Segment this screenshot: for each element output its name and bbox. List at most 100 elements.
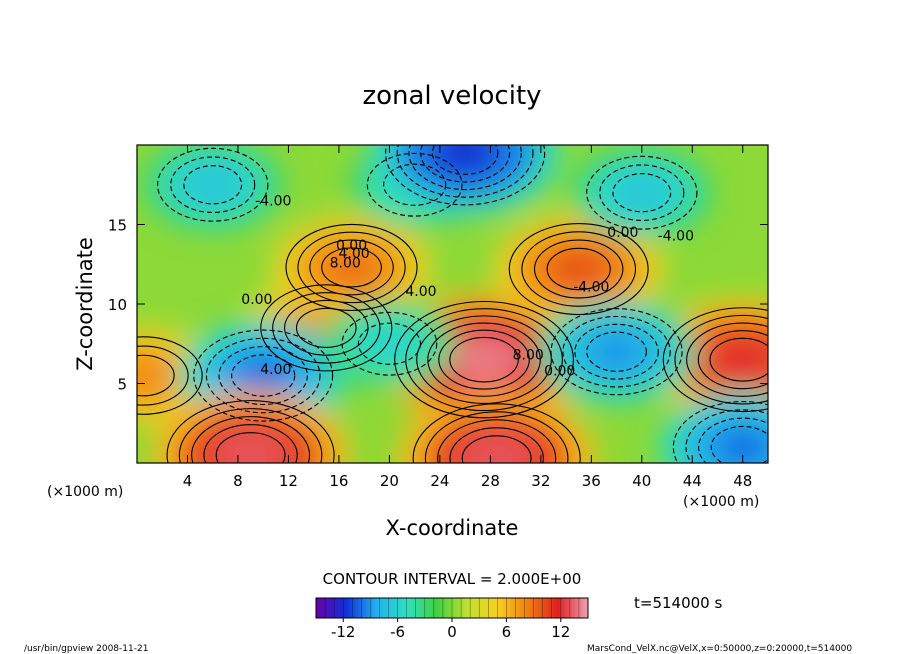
contour-ring xyxy=(599,164,685,221)
contour-ring xyxy=(672,401,768,463)
feature-core xyxy=(231,354,295,397)
contour-ring xyxy=(183,165,243,205)
feature-core xyxy=(445,334,523,385)
x-tick-label: 36 xyxy=(582,472,601,490)
y-tick-label: 10 xyxy=(108,296,127,314)
x-tick-label: 48 xyxy=(733,472,752,490)
contour-ring xyxy=(137,354,175,397)
y-axis-ticks: 5 10 15 xyxy=(108,217,768,394)
feature-core xyxy=(321,247,382,287)
contour-ring xyxy=(674,314,768,405)
contour-ring xyxy=(272,292,381,364)
x-tick-label: 44 xyxy=(683,472,702,490)
contour-ring xyxy=(137,345,189,406)
contour-label: 4.00 xyxy=(405,284,436,300)
chart-title: zonal velocity xyxy=(362,81,541,111)
x-tick-label: 40 xyxy=(632,472,651,490)
contour-ring xyxy=(396,145,534,198)
x-tick-label: 28 xyxy=(481,472,500,490)
contour-ring xyxy=(562,315,671,388)
contour-ring xyxy=(412,403,581,463)
contour-ring xyxy=(157,147,269,222)
contour-label: -4.00 xyxy=(255,193,291,209)
x-tick-label: 8 xyxy=(233,472,243,490)
contour-ring xyxy=(385,145,546,206)
feature-core xyxy=(364,327,414,360)
contour-ring xyxy=(231,354,296,397)
time-label: t=514000 s xyxy=(634,594,722,612)
contour-ring xyxy=(709,337,768,382)
contour-ring xyxy=(612,173,672,213)
contour-label: -4.00 xyxy=(573,279,609,295)
contour-ring xyxy=(297,231,406,304)
y-tick-label: 15 xyxy=(108,217,127,235)
feature-core xyxy=(213,431,288,463)
contour-ring xyxy=(170,156,256,214)
feature-core xyxy=(186,167,239,203)
x-axis-unit-left: (×1000 m) xyxy=(47,484,123,500)
contour-ring xyxy=(383,163,447,206)
contour-ring xyxy=(449,336,519,383)
x-axis-unit-right: (×1000 m) xyxy=(683,494,759,510)
contour-ring xyxy=(686,322,768,397)
contour-ring xyxy=(341,311,438,376)
contour-ring xyxy=(260,284,393,372)
colorbar-tick-label: -12 xyxy=(331,623,356,641)
contour-ring xyxy=(394,300,574,419)
contour-ring xyxy=(295,307,357,348)
contour-ring xyxy=(438,329,530,390)
contour-ring xyxy=(437,419,557,463)
x-axis-label: X-coordinate xyxy=(386,516,519,540)
contour-label: 0.00 xyxy=(241,292,272,308)
contour-label: 4.00 xyxy=(338,246,369,262)
contour-ring xyxy=(405,308,563,412)
feature-core xyxy=(459,434,534,463)
contour-lines xyxy=(137,145,768,463)
contour-ring xyxy=(424,411,569,463)
colorbar-tick-label: 6 xyxy=(502,623,512,641)
x-tick-label: 12 xyxy=(279,472,298,490)
contour-label: 0.00 xyxy=(336,238,367,254)
feature-core xyxy=(547,248,611,290)
colorbar-tick-label: 12 xyxy=(551,623,570,641)
footer-source: MarsCond_VelX.nc@VelX,x=0:50000,z=0:2000… xyxy=(587,644,852,654)
contour-ring xyxy=(191,416,311,463)
y-axis-label: Z-coordinate xyxy=(73,237,97,371)
y-tick-label: 5 xyxy=(117,376,127,394)
colorbar-tick-label: 0 xyxy=(447,623,457,641)
contour-ring xyxy=(449,427,544,463)
contour-ring xyxy=(508,222,649,316)
contour-label: -4.00 xyxy=(658,228,694,244)
contour-label: 4.00 xyxy=(260,362,291,378)
contour-ring xyxy=(215,432,286,463)
contour-ring xyxy=(546,247,611,291)
contour-ring xyxy=(357,322,421,365)
x-tick-label: 20 xyxy=(380,472,399,490)
contour-label: 0.00 xyxy=(607,225,638,241)
contour-ring xyxy=(416,315,552,404)
contour-ring xyxy=(586,155,698,230)
contour-ring xyxy=(321,247,382,288)
x-tick-label: 4 xyxy=(183,472,193,490)
contour-ring xyxy=(662,307,768,413)
contour-ring xyxy=(420,145,511,183)
contour-ring xyxy=(586,331,647,372)
contour-ring xyxy=(521,231,637,307)
contour-ring xyxy=(218,346,308,406)
contour-label: 8.00 xyxy=(330,255,361,271)
feature-core xyxy=(430,145,501,176)
feature-core xyxy=(615,175,669,211)
colorbar: -12 -6 0 6 12 xyxy=(315,597,589,641)
contour-ring xyxy=(366,152,463,217)
contour-ring xyxy=(427,322,541,397)
contour-ring xyxy=(166,400,335,463)
contour-ring xyxy=(574,323,659,380)
x-axis-ticks: 4 8 12 16 20 24 28 32 36 40 44 48 xyxy=(183,145,752,490)
contour-ring xyxy=(710,425,768,463)
contour-interval-label: CONTOUR INTERVAL = 2.000E+00 xyxy=(323,570,582,588)
x-tick-label: 16 xyxy=(329,472,348,490)
x-tick-label: 32 xyxy=(531,472,550,490)
contour-ring xyxy=(309,239,394,296)
x-tick-label: 24 xyxy=(430,472,449,490)
